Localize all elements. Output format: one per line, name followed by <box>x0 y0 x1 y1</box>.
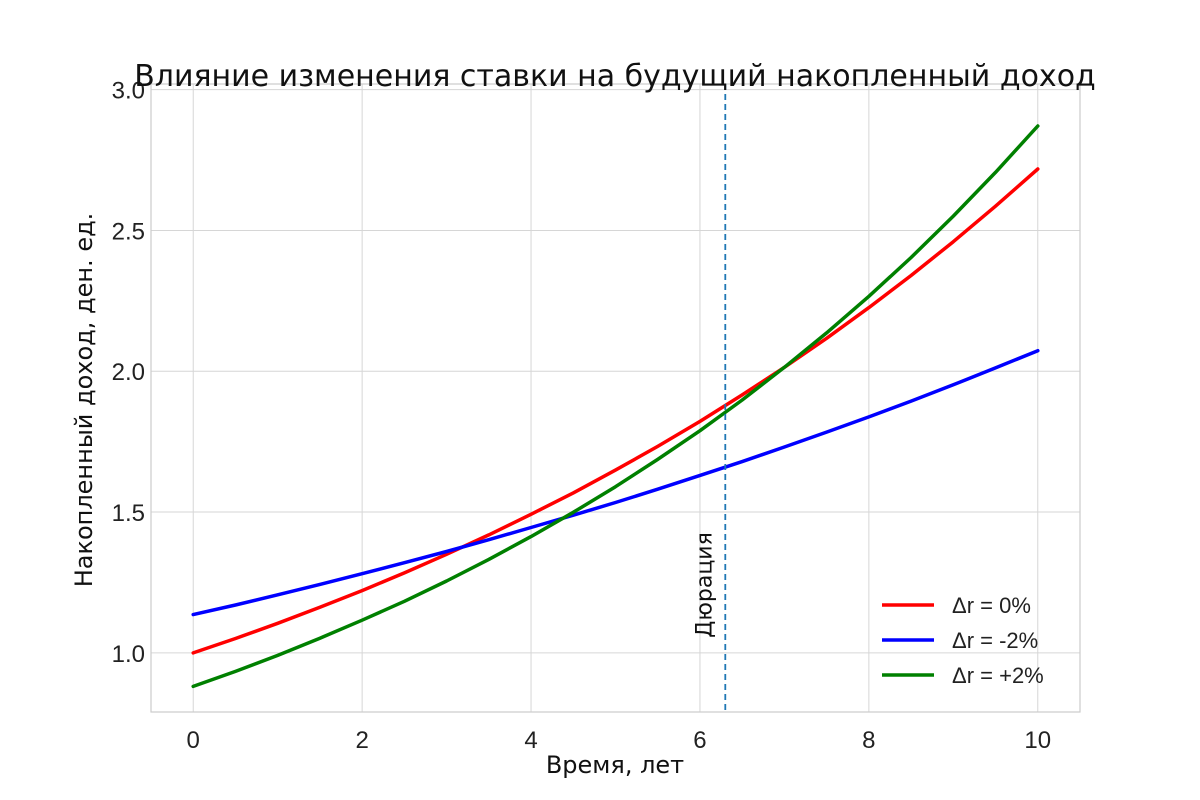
plot-area <box>151 84 1080 712</box>
y-tick-label: 3.0 <box>112 78 145 105</box>
x-tick-label: 6 <box>693 727 706 754</box>
chart-title: Влияние изменения ставки на будущий нако… <box>134 59 1096 94</box>
duration-label: Дюрация <box>692 532 717 638</box>
x-tick-label: 0 <box>187 727 200 754</box>
x-tick-label: 10 <box>1024 727 1051 754</box>
legend-label-1: Δr = -2% <box>952 628 1038 653</box>
x-tick-label: 4 <box>524 727 537 754</box>
plot-frame <box>150 83 1081 713</box>
y-tick-label: 1.0 <box>112 641 145 668</box>
x-tick-label: 2 <box>355 727 368 754</box>
series-line-0 <box>191 167 1040 655</box>
legend-label-0: Δr = 0% <box>952 593 1031 618</box>
y-tick-label: 1.5 <box>112 500 145 527</box>
legend-label-2: Δr = +2% <box>952 663 1044 688</box>
y-tick-label: 2.5 <box>112 218 145 245</box>
x-axis-label: Время, лет <box>546 751 684 779</box>
x-tick-label: 8 <box>862 727 875 754</box>
y-axis-label: Накопленный доход, ден. ед. <box>70 213 98 588</box>
series-line-2 <box>191 124 1040 689</box>
series-line-1 <box>191 348 1040 617</box>
y-tick-label: 2.0 <box>112 359 145 386</box>
